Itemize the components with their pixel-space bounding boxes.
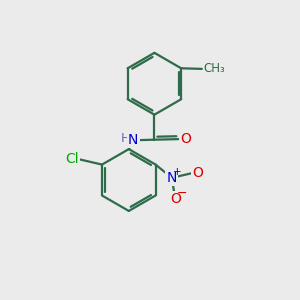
Text: O: O xyxy=(170,192,181,206)
Text: N: N xyxy=(167,171,177,185)
Text: Cl: Cl xyxy=(65,152,79,166)
Text: O: O xyxy=(192,167,203,180)
Text: −: − xyxy=(176,187,187,200)
Text: +: + xyxy=(173,167,182,177)
Text: H: H xyxy=(120,132,130,145)
Text: N: N xyxy=(128,133,138,147)
Text: CH₃: CH₃ xyxy=(203,62,225,75)
Text: O: O xyxy=(181,132,191,146)
